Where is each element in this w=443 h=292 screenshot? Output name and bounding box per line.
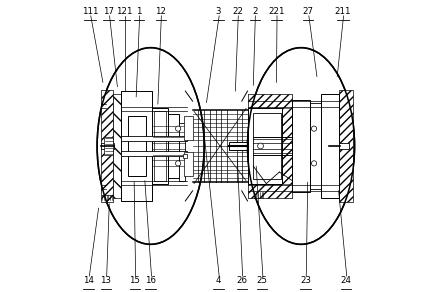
- Bar: [248, 108, 282, 184]
- Circle shape: [175, 126, 181, 131]
- Bar: [105, 137, 113, 155]
- Text: 22: 22: [232, 7, 243, 16]
- Text: 4: 4: [216, 276, 222, 285]
- Bar: [338, 143, 349, 149]
- Text: 111: 111: [82, 7, 98, 16]
- Bar: [229, 142, 248, 150]
- Bar: [248, 184, 292, 198]
- Text: 15: 15: [129, 276, 140, 285]
- Circle shape: [258, 143, 264, 149]
- Text: 3: 3: [216, 7, 222, 16]
- Text: 2: 2: [252, 7, 257, 16]
- Bar: [154, 111, 166, 181]
- Bar: [121, 91, 152, 149]
- Bar: [121, 136, 187, 141]
- Bar: [121, 149, 152, 201]
- Ellipse shape: [97, 48, 204, 244]
- Bar: [128, 116, 146, 176]
- Circle shape: [311, 161, 317, 166]
- Bar: [101, 90, 113, 202]
- Bar: [121, 151, 187, 156]
- Bar: [152, 114, 168, 142]
- Text: 25: 25: [256, 276, 268, 285]
- Text: 23: 23: [300, 276, 311, 285]
- Bar: [101, 143, 113, 149]
- Bar: [321, 94, 338, 198]
- Bar: [321, 94, 338, 198]
- Bar: [248, 94, 292, 108]
- Text: 26: 26: [236, 276, 247, 285]
- Text: 17: 17: [103, 7, 114, 16]
- Bar: [292, 100, 310, 192]
- Bar: [179, 123, 185, 181]
- Text: 211: 211: [335, 7, 351, 16]
- Bar: [338, 90, 353, 202]
- Bar: [256, 153, 279, 176]
- Bar: [256, 116, 279, 139]
- Text: 121: 121: [117, 7, 133, 16]
- Bar: [168, 114, 179, 178]
- Text: 14: 14: [83, 276, 94, 285]
- Circle shape: [311, 126, 317, 131]
- Ellipse shape: [248, 48, 354, 244]
- Text: 16: 16: [145, 276, 156, 285]
- Bar: [184, 152, 193, 176]
- Bar: [253, 113, 281, 179]
- Bar: [184, 116, 193, 140]
- Text: 221: 221: [268, 7, 285, 16]
- Bar: [152, 108, 168, 184]
- Circle shape: [175, 161, 181, 166]
- Bar: [310, 102, 321, 190]
- Bar: [121, 91, 152, 201]
- Bar: [183, 154, 187, 158]
- Bar: [113, 94, 121, 198]
- Bar: [248, 94, 292, 198]
- Bar: [152, 150, 168, 178]
- Text: 12: 12: [155, 7, 166, 16]
- Text: 24: 24: [340, 276, 351, 285]
- Text: 27: 27: [303, 7, 314, 16]
- Text: 13: 13: [100, 276, 111, 285]
- Text: 1: 1: [136, 7, 142, 16]
